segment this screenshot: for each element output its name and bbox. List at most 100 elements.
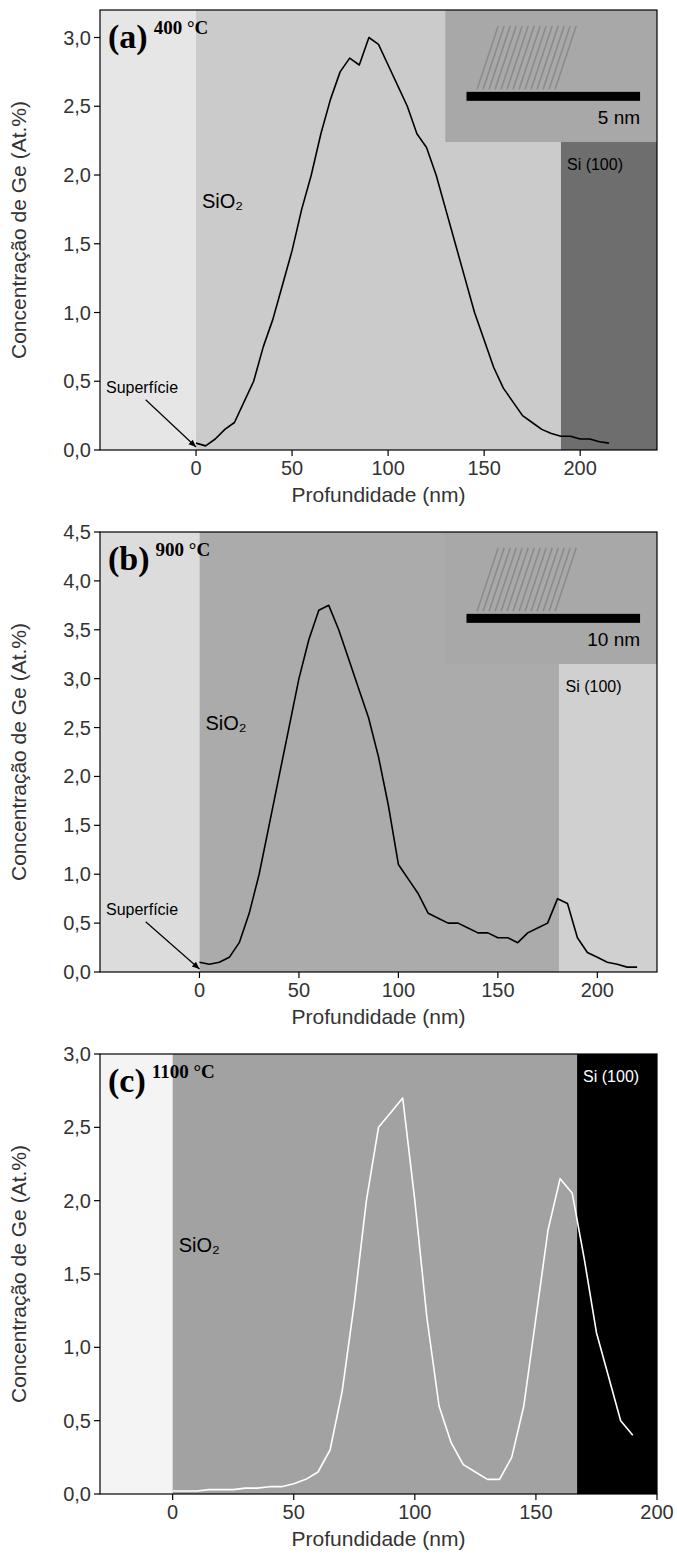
y-tick [94,678,100,679]
y-tick [94,106,100,107]
x-tick-label: 150 [519,1501,552,1523]
x-tick [293,1494,294,1500]
inset-texture [483,548,504,611]
y-axis-title: Concentração de Ge (At.%) [7,1145,30,1403]
y-tick-label: 0,0 [63,1483,91,1505]
y-tick [94,776,100,777]
inset-texture [507,548,528,611]
inset-texture [507,26,528,89]
y-tick-label: 2,0 [63,1190,91,1212]
inset-texture [477,548,498,611]
x-tick [497,972,498,978]
region [173,1054,577,1494]
y-tick [94,1127,100,1128]
y-tick [94,37,100,38]
y-tick [94,449,100,450]
x-axis-title: Profundidade (nm) [292,483,466,506]
y-tick-label: 0,5 [63,370,91,392]
inset-texture [543,548,564,611]
x-tick [291,450,292,456]
y-axis-title: Concentração de Ge (At.%) [7,623,30,881]
region-label: Si (100) [566,678,622,695]
y-tick [94,243,100,244]
x-tick [388,450,389,456]
plot-area [100,1054,657,1494]
region [199,532,559,972]
region-label: Si (100) [583,1068,639,1085]
x-tick-label: 50 [281,457,303,479]
x-tick-label: 200 [640,1501,673,1523]
inset-texture [537,548,558,611]
x-tick-label: 200 [581,979,614,1001]
panel-letter: (b) [108,540,150,578]
y-tick-label: 4,5 [63,521,91,543]
region [100,10,196,450]
surface-label: Superfície [106,901,178,918]
inset-texture [531,548,552,611]
region [577,1054,657,1494]
y-tick-label: 3,0 [63,1043,91,1065]
inset-texture [537,26,558,89]
y-tick-label: 2,0 [63,164,91,186]
y-tick-label: 1,5 [63,233,91,255]
y-tick [94,971,100,972]
plot-frame [100,1054,657,1494]
inset-texture [543,26,564,89]
y-tick-label: 2,5 [63,1116,91,1138]
y-tick [94,312,100,313]
y-tick-label: 4,0 [63,570,91,592]
profile-line [173,1098,633,1491]
y-tick [94,1053,100,1054]
y-tick-label: 3,0 [63,27,91,49]
region-label: SiO₂ [205,712,246,734]
y-tick [94,1493,100,1494]
x-tick [414,1494,415,1500]
y-tick [94,1420,100,1421]
y-tick-label: 1,0 [63,302,91,324]
x-tick-label: 100 [398,1501,431,1523]
region [196,10,561,450]
region [100,532,199,972]
region-label: SiO₂ [202,190,243,212]
surface-label: Superfície [106,379,178,396]
y-tick-label: 1,5 [63,1263,91,1285]
x-tick [199,972,200,978]
inset-texture [501,26,522,89]
inset-image [445,10,657,142]
x-tick-label: 150 [467,457,500,479]
scale-bar [467,92,641,101]
y-tick [94,1273,100,1274]
plot-area [100,10,657,450]
plot-frame [100,10,657,450]
x-tick [172,1494,173,1500]
panel: 5 nm0501001502000,00,51,01,52,02,53,0Pro… [7,10,657,506]
panel: 10 nm0501001502000,00,51,01,52,02,53,03,… [7,521,657,1028]
inset-texture [519,26,540,89]
surface-arrowhead [192,962,200,969]
x-tick-label: 50 [283,1501,305,1523]
inset-texture [525,548,546,611]
y-tick [94,1347,100,1348]
inset-texture [477,26,498,89]
y-tick-label: 2,0 [63,765,91,787]
panel-title: 1100 °C [152,1061,215,1082]
x-tick-label: 0 [194,979,205,1001]
y-tick [94,923,100,924]
inset-texture [489,548,510,611]
y-tick-label: 2,5 [63,717,91,739]
inset-image [445,532,657,664]
y-tick [94,1200,100,1201]
inset-texture [525,26,546,89]
inset-texture [519,548,540,611]
inset-texture [501,548,522,611]
y-tick-label: 3,0 [63,668,91,690]
panel: 0501001502000,00,51,01,52,02,53,0Profund… [7,1043,674,1550]
y-tick-label: 1,5 [63,814,91,836]
inset-texture [555,548,576,611]
scale-bar [467,614,641,623]
x-tick-label: 0 [167,1501,178,1523]
x-tick [580,450,581,456]
x-tick [298,972,299,978]
y-tick-label: 0,0 [63,961,91,983]
y-tick [94,174,100,175]
